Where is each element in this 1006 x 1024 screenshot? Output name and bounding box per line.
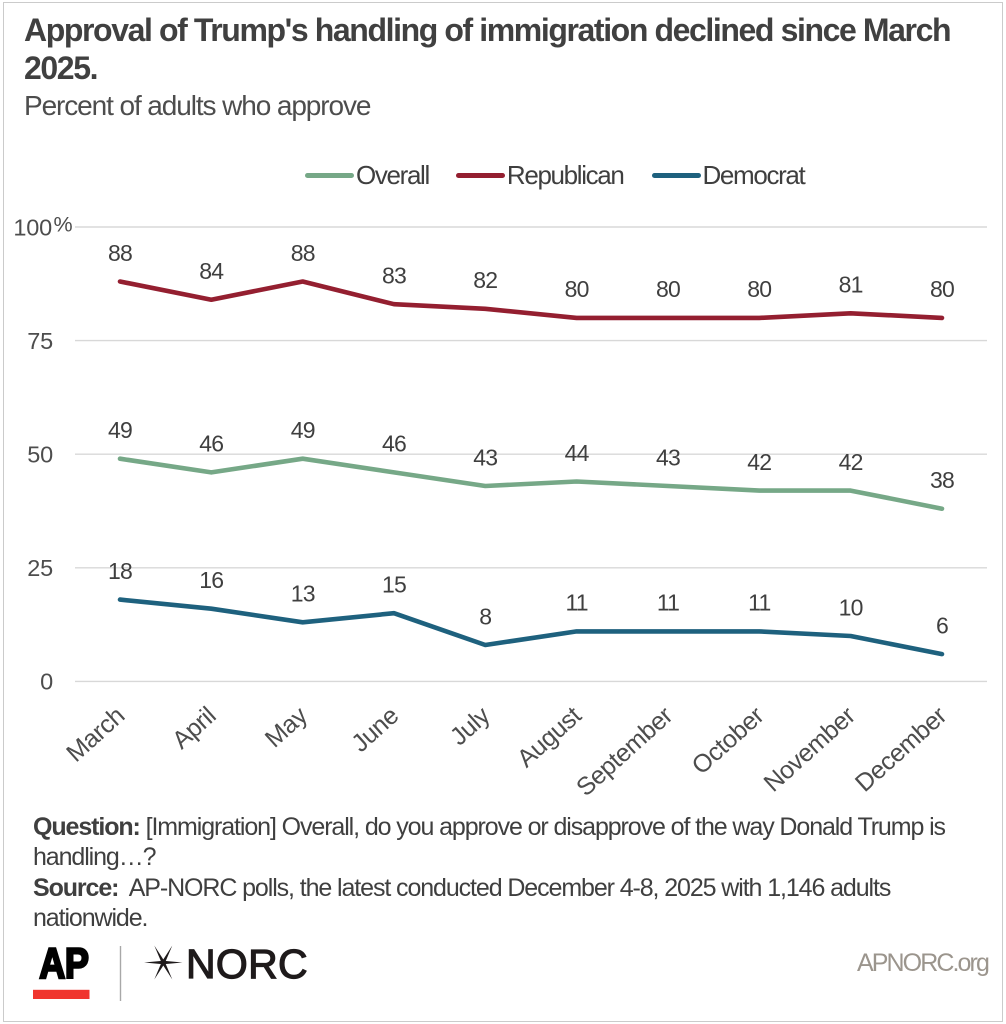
svg-text:81: 81 [839,272,863,298]
svg-text:16: 16 [199,567,223,593]
svg-text:80: 80 [930,276,954,302]
svg-text:46: 46 [199,431,223,457]
svg-text:March: March [61,702,130,768]
svg-text:August: August [512,701,587,773]
svg-text:80: 80 [565,276,589,302]
svg-text:84: 84 [199,258,224,284]
svg-text:49: 49 [291,417,315,443]
svg-text:13: 13 [291,581,315,607]
svg-text:42: 42 [747,449,771,475]
svg-text:100: 100 [13,214,52,240]
svg-text:83: 83 [382,263,406,289]
svg-text:December: December [850,702,952,798]
svg-text:43: 43 [473,444,497,470]
svg-text:43: 43 [656,444,680,470]
svg-text:11: 11 [748,590,770,616]
svg-text:38: 38 [930,467,954,493]
svg-text:July: July [445,701,496,751]
svg-text:82: 82 [473,267,497,293]
svg-text:11: 11 [565,590,587,616]
svg-text:75: 75 [27,328,53,354]
svg-text:50: 50 [27,442,53,468]
svg-text:0: 0 [40,669,53,695]
svg-text:46: 46 [382,431,406,457]
svg-text:88: 88 [108,240,132,266]
svg-text:44: 44 [565,440,590,466]
svg-text:June: June [346,702,404,758]
svg-text:6: 6 [936,612,948,638]
svg-text:NORC: NORC [186,941,308,987]
svg-text:November: November [759,702,861,798]
svg-text:April: April [167,702,221,755]
svg-text:September: September [571,702,678,802]
svg-text:42: 42 [839,449,863,475]
svg-text:%: % [54,213,73,237]
svg-text:80: 80 [747,276,771,302]
svg-text:18: 18 [108,558,132,584]
svg-text:25: 25 [27,555,53,581]
svg-text:8: 8 [479,603,491,629]
svg-text:80: 80 [656,276,680,302]
svg-text:AP: AP [39,940,88,988]
svg-text:88: 88 [291,240,315,266]
svg-text:10: 10 [839,594,863,620]
svg-text:May: May [260,701,314,753]
svg-text:11: 11 [657,590,679,616]
svg-text:October: October [687,702,770,780]
svg-text:15: 15 [382,572,406,598]
svg-text:49: 49 [108,417,132,443]
